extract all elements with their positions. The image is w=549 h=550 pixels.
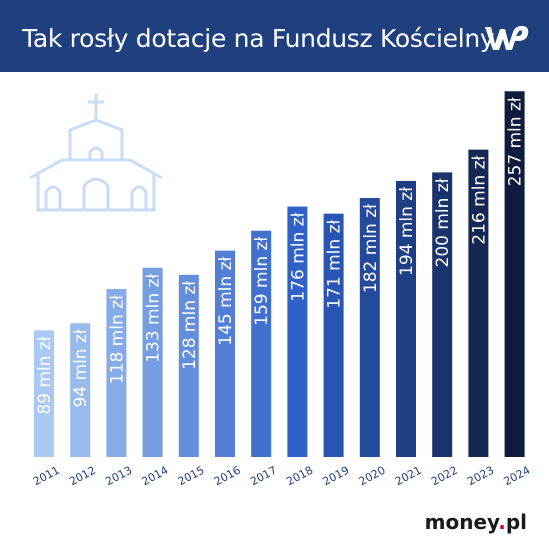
bar-value-label: 133 mln zł: [144, 274, 164, 363]
bar-value-label: 182 mln zł: [361, 204, 381, 293]
x-tick-label: 2021: [393, 464, 424, 489]
x-tick-label: 2019: [321, 464, 352, 489]
bar-value-label: 257 mln zł: [506, 97, 526, 186]
x-tick-label: 2015: [176, 464, 207, 489]
bar-value-label: 118 mln zł: [107, 295, 127, 384]
header-banner: Tak rosły dotacje na Fundusz Kościelny: [0, 0, 549, 72]
bar-2018: [287, 206, 308, 457]
bar-value-label: 145 mln zł: [216, 256, 236, 345]
x-tick-label: 2024: [502, 464, 533, 489]
bar-2017: [251, 230, 272, 457]
x-tick-label: 2022: [429, 464, 460, 489]
bar-2023: [468, 149, 489, 457]
bar-2013: [106, 289, 127, 457]
x-tick-label: 2018: [284, 464, 315, 489]
bar-2022: [432, 172, 453, 457]
x-tick-label: 2014: [140, 464, 171, 489]
bar-2024: [504, 91, 525, 457]
bar-2019: [323, 213, 344, 457]
bar-value-label: 194 mln zł: [397, 187, 417, 276]
bar-2016: [215, 250, 235, 457]
money-pl-logo: money.pl: [425, 510, 527, 534]
x-axis-ticks: 2011 2012 2013 2014 2015 2016 2017 2018 2019 2020…: [31, 464, 532, 489]
x-tick-label: 2011: [31, 464, 62, 489]
bar-chart: 89 mln zł 94 mln zł 118 mln zł 133 mln zł 12…: [29, 91, 532, 489]
bar-value-label: 171 mln zł: [325, 219, 345, 308]
bar-value-label: 176 mln zł: [288, 212, 308, 301]
bar-value-label: 89 mln zł: [35, 336, 55, 414]
church-icon: [29, 94, 163, 212]
bar-2014: [142, 267, 163, 457]
bar-value-label: 200 mln zł: [433, 178, 453, 267]
brand-tld: pl: [505, 510, 527, 534]
x-tick-label: 2013: [103, 464, 134, 489]
bar-2011: [34, 330, 54, 457]
x-tick-label: 2023: [465, 464, 496, 489]
brand-main: money: [424, 510, 499, 534]
bars-group: 89 mln zł 94 mln zł 118 mln zł 133 mln zł 12…: [34, 91, 526, 457]
x-tick-label: 2020: [357, 464, 388, 489]
brand-dot: .: [498, 510, 506, 534]
wp-logo-icon: [485, 26, 529, 50]
bar-value-label: 128 mln zł: [180, 281, 200, 370]
bar-2012: [70, 323, 91, 457]
x-tick-label: 2012: [67, 464, 98, 489]
bar-value-label: 159 mln zł: [252, 237, 272, 326]
x-tick-label: 2016: [212, 464, 243, 489]
x-tick-label: 2017: [248, 464, 279, 489]
bar-value-label: 94 mln zł: [71, 329, 91, 407]
bar-value-label: 216 mln zł: [469, 155, 489, 244]
bar-2021: [396, 180, 416, 457]
bar-2015: [178, 274, 199, 457]
page-title: Tak rosły dotacje na Fundusz Kościelny: [22, 24, 495, 53]
bar-2020: [359, 198, 380, 457]
